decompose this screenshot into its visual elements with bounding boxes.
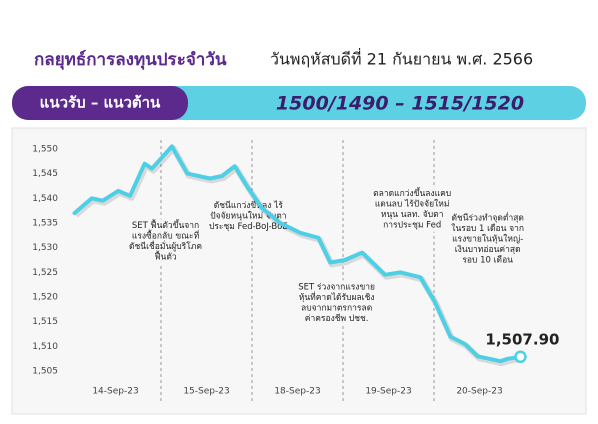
label-pill xyxy=(12,86,188,120)
value-label: 1,507.90 xyxy=(485,330,559,348)
annotation: ประชุม Fed-BoJ-BoE xyxy=(209,222,288,232)
annotation: ในรอบ 1 เดือน จาก xyxy=(451,223,524,234)
x-tick-label: 15-Sep-23 xyxy=(183,387,229,397)
annotation: ค่าครองชีพ ปชช. xyxy=(305,313,369,324)
annotation: หนุน นลท. จับตา xyxy=(381,210,444,220)
date: วันพฤหัสบดีที่ 21 กันยายน พ.ศ. 2566 xyxy=(270,48,533,69)
annotation-bg xyxy=(296,280,377,327)
x-tick-label: 19-Sep-23 xyxy=(365,387,411,397)
annotation: เงินบาทอ่อนค่าสุด xyxy=(455,245,521,255)
y-tick-label: 1,510 xyxy=(32,342,58,352)
annotation: หุ้นที่คาดได้รับผลเชิง xyxy=(299,291,375,303)
annotation: ดัชนีร่วงทำจุดต่ำสุด xyxy=(451,212,523,224)
y-tick-label: 1,540 xyxy=(32,194,58,204)
annotation: การประชุม Fed xyxy=(383,220,441,230)
annotation: ดัชนีเชื่อมั่นผู้บริโภค xyxy=(129,240,202,252)
annotation-bg xyxy=(372,186,453,233)
annotation: SET ร่วงจากแรงขาย xyxy=(298,283,375,293)
y-tick-label: 1,545 xyxy=(32,169,58,179)
levels: 1500/1490 – 1515/1520 xyxy=(276,93,524,115)
y-tick-label: 1,525 xyxy=(32,268,58,278)
annotation: SET ฟื้นตัวขึ้นจาก xyxy=(132,219,199,231)
annotation: ตลาดแกว่งขึ้นลงแคบ xyxy=(373,187,451,199)
y-tick-label: 1,520 xyxy=(32,293,58,303)
y-tick-label: 1,515 xyxy=(32,317,58,327)
annotation-bg xyxy=(125,218,206,265)
x-tick-label: 18-Sep-23 xyxy=(274,387,320,397)
line xyxy=(72,144,523,364)
levels-band xyxy=(150,86,586,120)
x-tick-label: 14-Sep-23 xyxy=(92,387,138,397)
annotation: แรงขายในหุ้นใหญ่- xyxy=(452,234,523,245)
annotation: ฟื้นตัว xyxy=(154,250,176,262)
y-tick-label: 1,535 xyxy=(32,218,58,228)
y-tick-label: 1,530 xyxy=(32,243,58,253)
band-label: แนวรับ – แนวต้าน xyxy=(40,94,161,112)
annotation: ลบจากมาตรการลด xyxy=(301,304,372,314)
y-tick-label: 1,505 xyxy=(32,367,58,377)
title: กลยุทธ์การลงทุนประจำวัน xyxy=(34,49,227,70)
annotation: ปัจจัยหนุนใหม่ จับตา xyxy=(210,211,286,222)
chart-frame xyxy=(11,127,587,415)
annotation: แรงซื้อกลับ ขณะที่ xyxy=(132,229,200,241)
annotation: ดัชนีแกว่งขึ้นลง ไร้ xyxy=(214,199,284,211)
last-point xyxy=(514,350,527,364)
y-tick-label: 1,550 xyxy=(32,144,58,154)
annotation-bg xyxy=(447,211,528,268)
annotation: แดนลบ ไร้ปัจจัยใหม่ xyxy=(375,198,450,209)
annotation: รอบ 10 เดือน xyxy=(462,255,513,266)
x-tick-label: 20-Sep-23 xyxy=(456,387,502,397)
